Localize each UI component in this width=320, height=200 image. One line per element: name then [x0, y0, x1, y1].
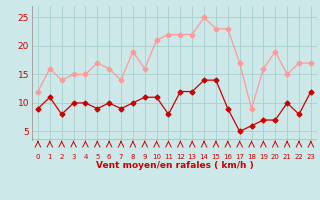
X-axis label: Vent moyen/en rafales ( km/h ): Vent moyen/en rafales ( km/h ): [96, 161, 253, 170]
